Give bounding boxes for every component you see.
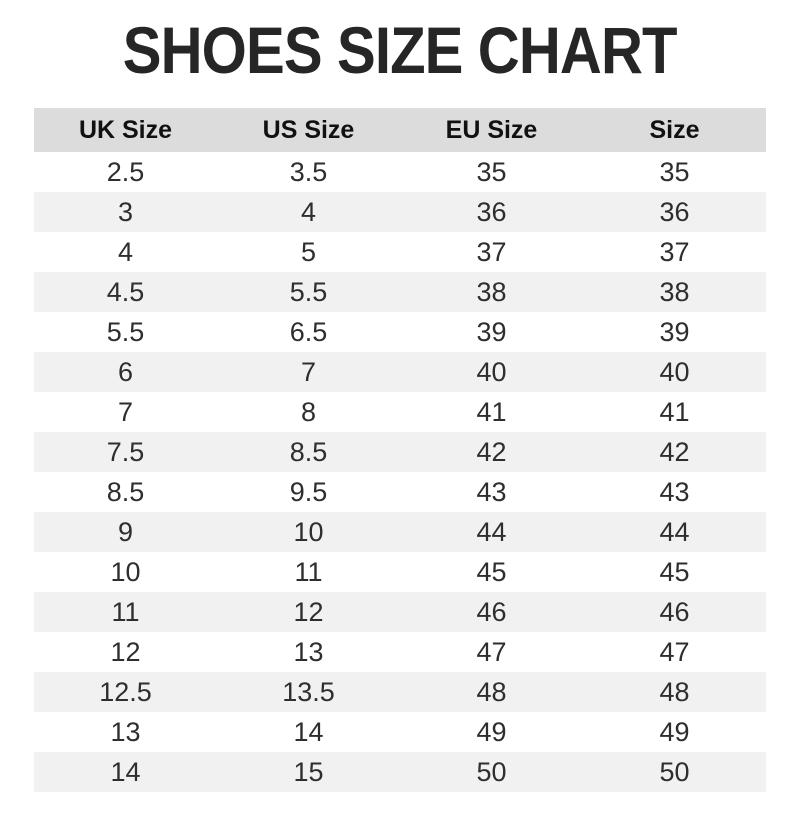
table-cell-eu-size: 36 <box>476 196 507 227</box>
table-cell-size: 42 <box>659 436 690 467</box>
table-cell-us-size: 12 <box>293 596 324 627</box>
table-cell-us-size: 8 <box>300 396 317 427</box>
table-cell-size: 45 <box>659 556 690 587</box>
table-cell-us-size: 13 <box>293 636 324 667</box>
table-cell-uk-size: 10 <box>110 556 141 587</box>
table-cell-eu-size: 50 <box>476 756 507 787</box>
table-cell-size: 50 <box>659 756 690 787</box>
table-row: 4.5 5.5 38 38 <box>34 272 766 312</box>
table-cell-us-size: 15 <box>293 756 324 787</box>
table-cell-us-size: 5 <box>300 236 317 267</box>
table-cell-uk-size: 14 <box>110 756 141 787</box>
table-cell-uk-size: 9 <box>117 516 134 547</box>
table-cell-eu-size: 38 <box>476 276 507 307</box>
table-cell-eu-size: 39 <box>476 316 507 347</box>
table-cell-uk-size: 6 <box>117 356 134 387</box>
table-row: 7 8 41 41 <box>34 392 766 432</box>
table-cell-us-size: 5.5 <box>289 276 328 307</box>
table-cell-uk-size: 7 <box>117 396 134 427</box>
table-row: 11 12 46 46 <box>34 592 766 632</box>
table-cell-us-size: 11 <box>294 556 323 587</box>
table-cell-uk-size: 13 <box>110 716 141 747</box>
column-header-eu-size: EU Size <box>445 115 538 144</box>
table-cell-us-size: 3.5 <box>289 156 328 187</box>
table-cell-size: 39 <box>659 316 690 347</box>
table-cell-size: 38 <box>659 276 690 307</box>
table-cell-size: 48 <box>659 676 690 707</box>
table-row: 4 5 37 37 <box>34 232 766 272</box>
table-row: 9 10 44 44 <box>34 512 766 552</box>
table-cell-size: 40 <box>659 356 690 387</box>
size-table-body: 2.5 3.5 35 35 3 4 36 36 4 5 37 37 4.5 5.5 38 38 5.5 6.5 39… <box>34 152 766 792</box>
table-cell-uk-size: 12.5 <box>99 676 152 707</box>
table-row: 8.5 9.5 43 43 <box>34 472 766 512</box>
table-cell-eu-size: 43 <box>476 476 507 507</box>
table-row: 5.5 6.5 39 39 <box>34 312 766 352</box>
table-cell-us-size: 7 <box>300 356 317 387</box>
size-table-header-row: UK Size US Size EU Size Size <box>34 108 766 152</box>
table-cell-us-size: 14 <box>293 716 324 747</box>
table-cell-us-size: 6.5 <box>289 316 328 347</box>
table-row: 13 14 49 49 <box>34 712 766 752</box>
column-header-us-size: US Size <box>262 115 355 144</box>
page-title: SHOES SIZE CHART <box>0 14 800 86</box>
table-cell-uk-size: 2.5 <box>106 156 145 187</box>
table-cell-uk-size: 8.5 <box>106 476 145 507</box>
table-cell-eu-size: 44 <box>476 516 507 547</box>
table-row: 7.5 8.5 42 42 <box>34 432 766 472</box>
table-cell-uk-size: 5.5 <box>106 316 145 347</box>
table-cell-uk-size: 4 <box>117 236 134 267</box>
table-cell-size: 46 <box>659 596 690 627</box>
table-cell-uk-size: 3 <box>117 196 134 227</box>
table-cell-size: 43 <box>659 476 690 507</box>
table-row: 12.5 13.5 48 48 <box>34 672 766 712</box>
table-cell-eu-size: 41 <box>476 396 507 427</box>
page-title-text: SHOES SIZE CHART <box>123 13 678 87</box>
table-cell-eu-size: 40 <box>476 356 507 387</box>
table-cell-size: 49 <box>659 716 690 747</box>
table-cell-uk-size: 7.5 <box>106 436 145 467</box>
table-cell-eu-size: 45 <box>476 556 507 587</box>
table-cell-size: 44 <box>659 516 690 547</box>
table-cell-us-size: 10 <box>293 516 324 547</box>
table-cell-us-size: 13.5 <box>282 676 335 707</box>
table-cell-size: 36 <box>659 196 690 227</box>
table-row: 10 11 45 45 <box>34 552 766 592</box>
table-cell-us-size: 4 <box>300 196 317 227</box>
table-cell-uk-size: 4.5 <box>106 276 145 307</box>
table-row: 3 4 36 36 <box>34 192 766 232</box>
table-cell-eu-size: 37 <box>476 236 507 267</box>
table-cell-eu-size: 48 <box>476 676 507 707</box>
table-row: 2.5 3.5 35 35 <box>34 152 766 192</box>
size-table: UK Size US Size EU Size Size 2.5 3.5 35 35 3… <box>34 108 766 792</box>
size-chart-page: SHOES SIZE CHART UK Size US Size EU Size… <box>0 14 800 814</box>
table-cell-eu-size: 46 <box>476 596 507 627</box>
table-cell-eu-size: 42 <box>476 436 507 467</box>
table-cell-size: 47 <box>659 636 690 667</box>
column-header-size: Size <box>649 115 700 144</box>
table-cell-uk-size: 12 <box>110 636 141 667</box>
table-row: 12 13 47 47 <box>34 632 766 672</box>
table-row: 14 15 50 50 <box>34 752 766 792</box>
table-cell-eu-size: 49 <box>476 716 507 747</box>
table-cell-size: 35 <box>659 156 690 187</box>
table-cell-eu-size: 47 <box>476 636 507 667</box>
table-cell-uk-size: 11 <box>111 596 140 627</box>
table-cell-us-size: 8.5 <box>289 436 328 467</box>
table-cell-size: 41 <box>659 396 690 427</box>
table-row: 6 7 40 40 <box>34 352 766 392</box>
table-cell-us-size: 9.5 <box>289 476 328 507</box>
table-cell-eu-size: 35 <box>476 156 507 187</box>
column-header-uk-size: UK Size <box>78 115 173 144</box>
table-cell-size: 37 <box>659 236 690 267</box>
